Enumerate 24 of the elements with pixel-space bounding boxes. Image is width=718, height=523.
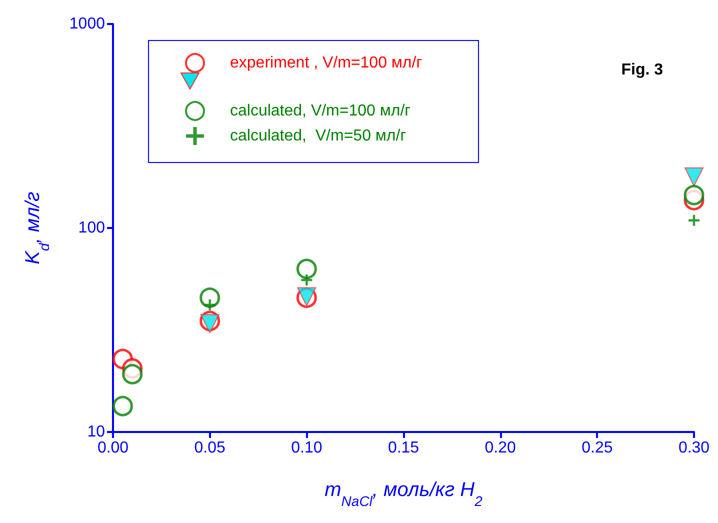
point: [301, 274, 312, 286]
point: [204, 299, 216, 310]
annotation: Fig. 3: [621, 62, 664, 78]
point: [200, 314, 220, 334]
x-tick-label: 0.25: [582, 440, 613, 456]
y-tick-label: 10: [87, 424, 106, 440]
y-tick-label: 1000: [69, 16, 106, 32]
point: [112, 396, 133, 416]
point: [684, 167, 704, 186]
point: [296, 258, 317, 280]
legend-label: calculated, V/m=50 мл/г: [230, 128, 406, 144]
point: [688, 214, 700, 226]
legend-label: experiment , V/m=100 мл/г: [230, 54, 422, 72]
point: [684, 184, 704, 206]
x-tick-label: 0.20: [484, 440, 516, 456]
y-tick-label: 100: [78, 220, 106, 236]
x-tick-label: 0.30: [678, 440, 710, 456]
legend-label: calculated, V/m=100 мл/г: [230, 102, 411, 120]
y-axis-title: Kd, мл/г: [22, 192, 52, 264]
x-tick-label: 0.00: [97, 440, 129, 456]
x-tick-label: 0.15: [388, 440, 420, 456]
x-tick-label: 0.05: [194, 440, 226, 456]
point: [122, 364, 143, 384]
x-tick-label: 0.10: [291, 440, 322, 456]
